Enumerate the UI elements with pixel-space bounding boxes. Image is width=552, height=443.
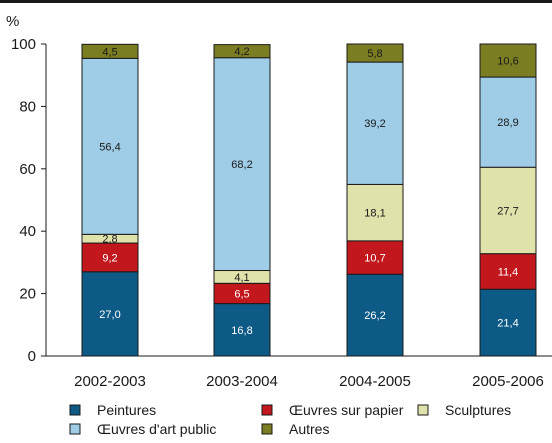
- y-tick-label: 60: [19, 161, 36, 178]
- legend-swatch: [261, 423, 273, 435]
- bar-segment: [346, 273, 404, 357]
- data-label: 16,8: [231, 325, 252, 337]
- y-tick-label: 80: [19, 98, 36, 115]
- legend-label: Sculptures: [445, 402, 511, 418]
- data-label: 26,2: [364, 310, 385, 322]
- data-label: 10,7: [364, 253, 385, 265]
- bar-segment: [213, 57, 271, 272]
- bar-segment: [81, 43, 139, 59]
- data-label: 21,4: [497, 318, 518, 330]
- legend-label: Œuvres d'art public: [97, 421, 216, 437]
- data-label: 4,2: [234, 46, 249, 58]
- legend-label: Peintures: [97, 402, 156, 418]
- x-tick-label: 2005-2006: [472, 373, 544, 390]
- data-label: 18,1: [364, 208, 385, 220]
- top-rule: [0, 0, 552, 3]
- legend-swatch: [261, 404, 273, 416]
- bar-segment: [479, 288, 537, 357]
- y-tick-label: 0: [28, 348, 36, 365]
- data-label: 5,8: [367, 48, 382, 60]
- bar-segment: [346, 43, 404, 63]
- data-label: 6,5: [234, 288, 249, 300]
- data-label: 11,4: [498, 266, 519, 278]
- x-tick-label: 2002-2003: [74, 373, 146, 390]
- data-label: 4,5: [102, 46, 117, 58]
- data-label: 27,0: [99, 309, 120, 321]
- y-tick-label: 40: [19, 223, 36, 240]
- data-label: 4,1: [234, 272, 249, 284]
- data-label: 39,2: [364, 118, 385, 130]
- data-label: 56,4: [99, 141, 120, 153]
- legend-swatch: [69, 404, 81, 416]
- bar-segment: [479, 43, 537, 78]
- x-tick-label: 2003-2004: [206, 373, 278, 390]
- legend-label: Autres: [289, 421, 329, 437]
- data-label: 9,2: [102, 252, 117, 264]
- bar-segment: [346, 240, 404, 275]
- y-tick-label: 20: [19, 286, 36, 303]
- y-tick-label: 100: [11, 36, 36, 53]
- legend-label: Œuvres sur papier: [289, 402, 404, 418]
- bar-segment: [346, 61, 404, 185]
- bar-segment: [346, 183, 404, 242]
- bar-segment: [479, 253, 537, 290]
- data-label: 27,7: [497, 205, 518, 217]
- bars: 27,0 9,2 2,8 56,4 4,5 16,8 6,5 4,1 68,2 4,2 26,2 10…: [81, 43, 537, 357]
- legend-swatch: [417, 404, 429, 416]
- legend-swatch: [69, 423, 81, 435]
- axes: % 0 20 40 60 80 100 2002-2003 2003-2004 2004-2005…: [6, 13, 552, 390]
- data-label: 10,6: [497, 56, 518, 68]
- y-axis-label: %: [6, 13, 19, 30]
- data-label: 2,8: [102, 234, 117, 246]
- bar-segment: [81, 271, 139, 357]
- bar-segment: [213, 44, 271, 59]
- bar-segment: [479, 76, 537, 168]
- legend: Peintures Œuvres sur papier Sculptures Œuvr…: [69, 402, 511, 437]
- x-tick-label: 2004-2005: [339, 373, 411, 390]
- data-label: 68,2: [231, 159, 252, 171]
- data-label: 28,9: [497, 117, 518, 129]
- bar-segment: [81, 57, 139, 235]
